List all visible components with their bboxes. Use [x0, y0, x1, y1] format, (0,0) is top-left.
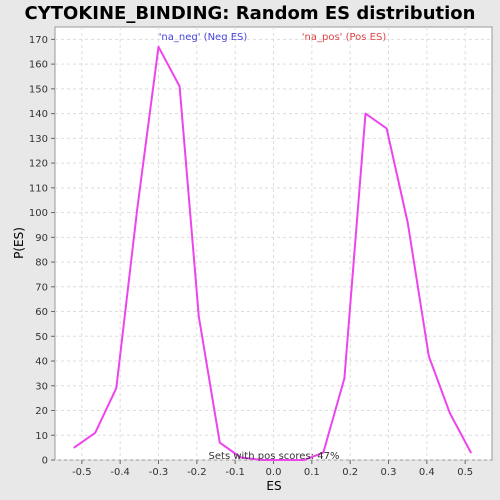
x-tick-label: 0.0 [266, 467, 282, 478]
series-line [73, 45, 472, 461]
x-tick-label: 0.5 [457, 467, 473, 478]
y-tick-label: 150 [29, 84, 48, 95]
x-tick-label: -0.4 [110, 467, 130, 478]
data-point [449, 412, 451, 414]
data-point [178, 85, 181, 88]
y-tick-label: 100 [29, 208, 48, 219]
data-point [73, 446, 75, 449]
y-tick-label: 50 [35, 332, 48, 343]
data-point [136, 206, 139, 209]
data-point [115, 387, 118, 390]
y-tick-label: 20 [35, 406, 48, 417]
y-tick-label: 30 [35, 381, 48, 392]
annotation-pos-scores: Sets with pos scores: 47% [209, 451, 340, 462]
data-point [240, 456, 242, 459]
legend-pos: 'na_pos' (Pos ES) [302, 32, 387, 43]
x-tick-label: -0.5 [72, 467, 92, 478]
data-point [470, 451, 472, 454]
data-point [157, 45, 160, 48]
x-tick-label: -0.2 [187, 467, 207, 478]
y-tick-label: 10 [35, 431, 48, 442]
y-axis-label: P(ES) [12, 227, 26, 259]
data-point [406, 221, 409, 224]
x-tick-label: -0.1 [225, 467, 245, 478]
chart-title: CYTOKINE_BINDING: Random ES distribution [25, 3, 476, 24]
y-tick-label: 110 [29, 183, 48, 194]
x-tick-label: 0.4 [419, 467, 435, 478]
data-point [219, 441, 221, 444]
y-tick-label: 120 [29, 159, 48, 170]
y-tick-label: 170 [29, 35, 48, 46]
data-point [322, 451, 325, 454]
data-point [94, 431, 97, 434]
y-tick-label: 80 [35, 258, 48, 269]
y-tick-label: 40 [35, 357, 48, 368]
y-tick-label: 160 [29, 60, 48, 71]
data-point [282, 459, 284, 461]
data-point [303, 459, 305, 461]
x-tick-label: 0.1 [304, 467, 320, 478]
data-point [197, 315, 200, 318]
y-tick-label: 0 [42, 456, 48, 467]
series-group [73, 45, 472, 461]
y-tick-label: 130 [29, 134, 48, 145]
data-point [364, 112, 367, 115]
data-point [385, 127, 388, 130]
x-tick-label: -0.3 [149, 467, 169, 478]
data-point [261, 459, 263, 461]
data-point [343, 377, 346, 380]
x-tick-label: 0.3 [381, 467, 397, 478]
y-tick-label: 90 [35, 233, 48, 244]
y-tick-label: 140 [29, 109, 48, 120]
y-tick-label: 70 [35, 282, 48, 293]
y-tick-label: 60 [35, 307, 48, 318]
x-tick-label: 0.2 [342, 467, 358, 478]
x-axis-label: ES [266, 479, 281, 493]
data-point [427, 355, 430, 357]
legend-neg: 'na_neg' (Neg ES) [159, 32, 248, 43]
grid [55, 27, 492, 461]
axis-ticks: 0 10 20 30 40 50 60 70 80 90 100 110 120 130 140 150 160… [29, 35, 473, 478]
